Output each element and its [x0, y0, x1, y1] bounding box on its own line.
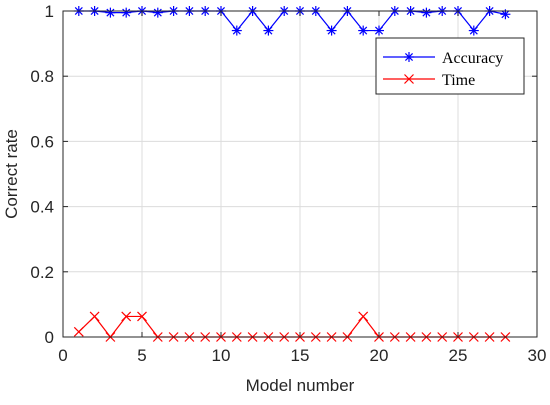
- x-tick-label: 15: [291, 346, 310, 365]
- accuracy-point: [121, 7, 132, 18]
- time-point: [121, 311, 132, 322]
- accuracy-point: [263, 25, 274, 36]
- accuracy-point: [231, 25, 242, 36]
- legend-item-time: Time: [383, 72, 475, 89]
- legend: Accuracy Time: [375, 37, 525, 95]
- x-tick-label: 5: [137, 346, 146, 365]
- legend-swatch-marker: [404, 52, 414, 62]
- accuracy-point: [358, 25, 369, 36]
- accuracy-point: [374, 25, 384, 36]
- y-tick-label: 0.2: [30, 263, 54, 282]
- x-tick-label: 0: [58, 346, 67, 365]
- legend-label: Accuracy: [442, 50, 503, 67]
- legend-item-accuracy: Accuracy: [383, 50, 503, 67]
- legend-swatch-marker: [404, 74, 414, 84]
- legend-box: [375, 37, 525, 95]
- y-tick-label: 0.4: [30, 198, 54, 217]
- x-tick-label: 30: [528, 346, 547, 365]
- time-point: [89, 311, 100, 322]
- accuracy-point: [326, 25, 337, 36]
- time-point: [73, 326, 84, 337]
- y-axis-title: Correct rate: [2, 129, 21, 219]
- y-tick-label: 0.8: [30, 67, 54, 86]
- y-tick-label: 0: [45, 328, 54, 347]
- y-tick-label: 0.6: [30, 132, 54, 151]
- accuracy-point: [105, 7, 116, 18]
- time-point: [137, 311, 147, 322]
- x-axis-title: Model number: [246, 376, 355, 395]
- accuracy-point: [468, 25, 479, 36]
- accuracy-point: [500, 9, 511, 20]
- x-tick-label: 25: [449, 346, 468, 365]
- legend-label: Time: [442, 72, 475, 89]
- x-tick-label: 10: [212, 346, 231, 365]
- accuracy-point: [421, 7, 432, 18]
- time-point: [358, 311, 369, 322]
- y-tick-label: 1: [45, 2, 54, 21]
- x-tick-label: 20: [370, 346, 389, 365]
- ticks: 0 5 10 15 20 25 30 0 0.2 0.4 0.6 0.8 1: [30, 2, 546, 365]
- accuracy-point: [152, 7, 163, 18]
